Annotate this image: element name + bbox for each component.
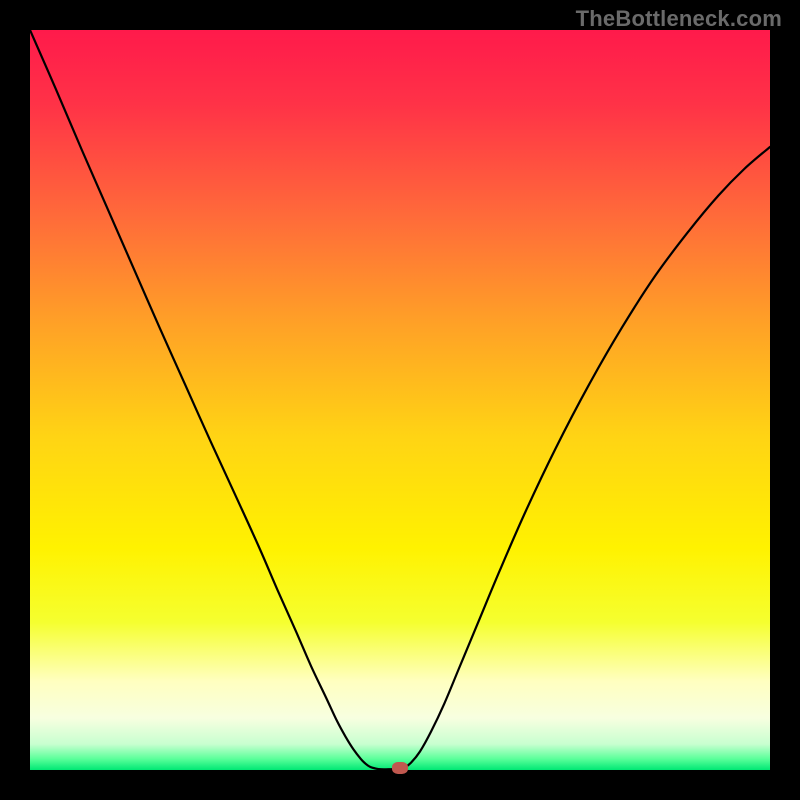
bottleneck-curve <box>30 30 770 770</box>
watermark-text: TheBottleneck.com <box>576 6 782 32</box>
optimum-marker <box>392 762 408 774</box>
chart-frame: TheBottleneck.com <box>0 0 800 800</box>
plot-area <box>30 30 770 770</box>
